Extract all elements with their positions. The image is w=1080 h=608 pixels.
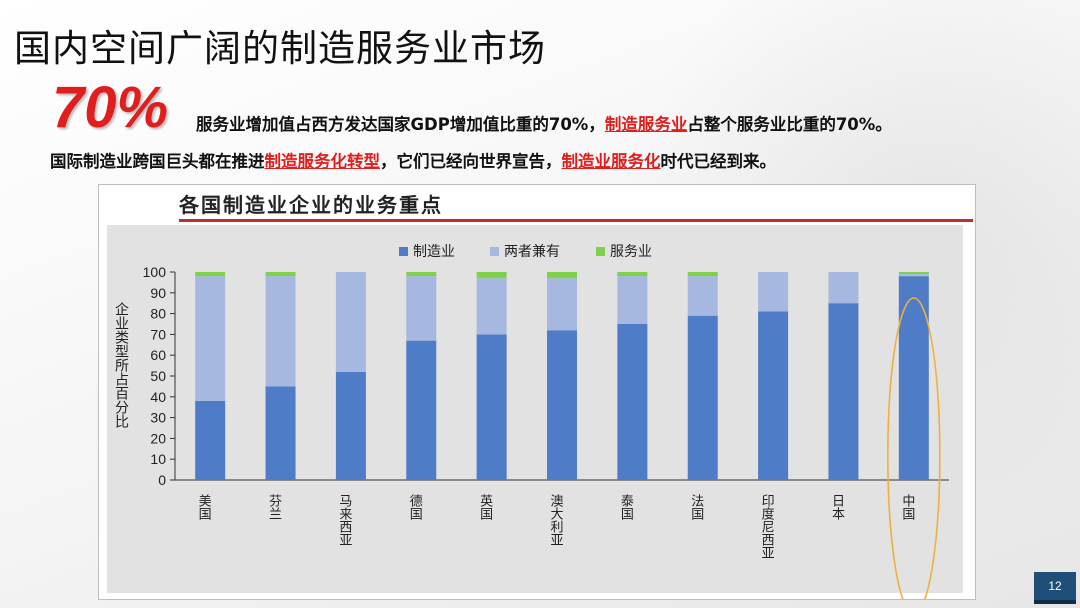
y-tick-label: 60 (150, 347, 166, 363)
legend-swatch (596, 247, 605, 256)
statement-line-2: 国际制造业跨国巨头都在推进制造服务化转型，它们已经向世界宣告，制造业服务化时代已… (50, 148, 776, 172)
bar-segment (335, 371, 366, 480)
x-tick-label: 芬兰 (266, 494, 282, 520)
legend-label: 两者兼有 (504, 244, 560, 260)
statement-2-part-a: 国际制造业跨国巨头都在推进 (50, 152, 265, 171)
x-tick-label: 法国 (688, 494, 704, 520)
statement-line-1: 服务业增加值占西方发达国家GDP增加值比重的70%，制造服务业占整个服务业比重的… (196, 111, 892, 135)
bar-segment (195, 276, 226, 401)
big-percentage: 70% (52, 75, 169, 140)
bar-segment (547, 272, 577, 279)
x-tick-label: 澳大利亚 (548, 493, 564, 546)
bar-segment (265, 276, 296, 387)
legend-label: 制造业 (413, 244, 455, 260)
chart-title-rule (179, 219, 973, 222)
bar-segment (687, 315, 718, 480)
bar-segment (828, 272, 859, 304)
x-tick-label: 德国 (407, 494, 423, 520)
chart-background (107, 225, 963, 593)
x-tick-label: 美国 (196, 494, 212, 520)
bar-segment (476, 272, 507, 279)
bar-segment (617, 324, 648, 480)
page-number-badge: 12 (1034, 572, 1076, 604)
bar-segment (617, 272, 648, 277)
bar-segment (898, 274, 929, 277)
bar-segment (898, 272, 929, 275)
bar-segment (476, 334, 507, 480)
y-tick-label: 100 (143, 264, 167, 280)
bar-segment (406, 276, 437, 341)
bar-segment (195, 400, 226, 480)
statement-1-part-b: 占整个服务业比重的70%。 (687, 115, 892, 134)
bar-segment (265, 272, 296, 277)
chart-frame: 各国制造业企业的业务重点 0 10 20 30 40 50 60 70 80 90 100 企业类型所… (98, 184, 976, 600)
chart-title: 各国制造业企业的业务重点 (179, 193, 443, 217)
y-tick-label: 50 (150, 368, 166, 384)
y-tick-label: 80 (150, 306, 166, 322)
y-tick-label: 20 (150, 430, 166, 446)
legend-swatch (399, 247, 408, 256)
bar-segment (265, 386, 296, 480)
x-tick-label: 印度尼西亚 (759, 494, 775, 559)
slide-title: 国内空间广阔的制造服务业市场 (14, 27, 546, 70)
bar-segment (687, 276, 718, 316)
bar-segment (758, 272, 789, 312)
bar-segment (758, 311, 789, 480)
bar-segment (617, 276, 648, 324)
statement-2-highlight-2: 制造业服务化 (561, 152, 661, 171)
highlight-ellipse (887, 297, 941, 599)
x-tick-label: 马来西亚 (336, 494, 352, 546)
y-tick-label: 40 (150, 389, 166, 405)
y-tick-label: 30 (150, 410, 166, 426)
legend-swatch (490, 247, 499, 256)
x-tick-label: 中国 (899, 494, 914, 520)
legend-label: 服务业 (610, 244, 652, 260)
bar-segment (547, 278, 577, 331)
bar-segment (828, 303, 859, 480)
x-tick-label: 日本 (829, 494, 845, 520)
y-tick-label: 70 (150, 326, 166, 342)
x-tick-label: 英国 (477, 494, 493, 520)
bar-segment (335, 272, 366, 372)
y-tick-label: 0 (158, 472, 166, 488)
bar-segment (687, 272, 718, 277)
y-tick-label: 90 (150, 285, 166, 301)
bar-segment (898, 276, 929, 480)
statement-2-highlight-1: 制造服务化转型 (264, 152, 381, 171)
y-tick-label: 10 (150, 451, 166, 467)
y-axis-label: 企业类型所占百分比 (113, 301, 129, 428)
bar-segment (547, 330, 577, 480)
bar-segment (195, 272, 226, 277)
statement-2-part-c: 时代已经到来。 (660, 152, 777, 171)
statement-1-highlight: 制造服务业 (604, 115, 688, 134)
bar-segment (406, 272, 437, 277)
statement-1-part-a: 服务业增加值占西方发达国家GDP增加值比重的70%， (196, 115, 605, 134)
bar-segment (406, 340, 437, 480)
x-tick-label: 泰国 (618, 494, 634, 520)
statement-2-part-b: ，它们已经向世界宣告， (380, 152, 562, 171)
bar-segment (476, 278, 507, 335)
